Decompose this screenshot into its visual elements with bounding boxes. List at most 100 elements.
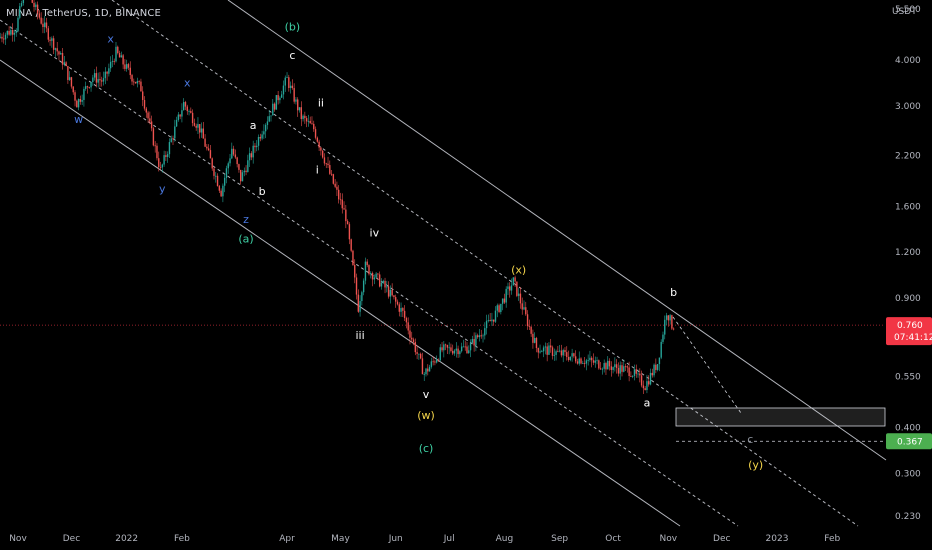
candle-body [10, 30, 12, 35]
candle-body [197, 124, 199, 128]
candle-body [93, 73, 96, 78]
candle-body [665, 315, 668, 320]
wave-label: i [316, 164, 319, 177]
candle-body [619, 365, 621, 374]
candle-body [548, 345, 550, 355]
candle-body [343, 208, 345, 210]
candle-body [6, 30, 9, 35]
candle-body [452, 350, 454, 354]
candle-body [190, 111, 192, 113]
candle-body [512, 277, 515, 286]
candle-body [395, 297, 397, 302]
candle-body [47, 28, 49, 40]
x-tick-label: Jul [443, 534, 455, 544]
candle-body [92, 77, 94, 82]
candle-body [240, 169, 242, 182]
time-axis[interactable]: Nov Dec 2022 Feb Apr May Jun Jul Aug Sep Oct Nov Dec… [9, 534, 840, 544]
candle-body [122, 55, 124, 65]
candle-body [366, 261, 368, 266]
candle-body [200, 128, 203, 133]
candle-body [370, 273, 372, 275]
candle-body [257, 137, 260, 146]
candle-body [36, 4, 39, 14]
candle-body [332, 174, 335, 184]
candle-body [102, 78, 105, 82]
candle-body [134, 81, 137, 84]
candle-body [485, 320, 488, 329]
candle-body [234, 154, 237, 158]
candle-body [428, 366, 431, 372]
candle-body [637, 373, 639, 375]
candle-body [614, 364, 616, 368]
candle-body [501, 298, 504, 304]
candle-body [213, 168, 215, 176]
candle-body [468, 350, 470, 354]
candle-body [571, 353, 573, 357]
candle-body [517, 293, 520, 296]
candle-body [656, 364, 659, 370]
candle-body [587, 359, 589, 361]
candle-body [124, 64, 126, 69]
x-tick-label: Dec [63, 534, 80, 544]
price-axis[interactable]: USDT7.0005.5004.0003.0002.2001.6001.2000… [892, 0, 921, 550]
candle-body [414, 342, 417, 353]
channel-line [227, 0, 887, 461]
candle-body [31, 0, 33, 3]
candle-body [443, 344, 445, 351]
candle-body [288, 77, 290, 88]
candle-body [462, 346, 465, 348]
candle-body [166, 154, 169, 157]
candle-body [444, 344, 447, 346]
candle-body [359, 301, 361, 312]
candle-body [578, 358, 580, 364]
candle-body [635, 369, 637, 374]
candle-body [646, 381, 648, 391]
candle-body [667, 315, 670, 321]
candle-body [371, 273, 374, 280]
wave-label: (w) [417, 409, 435, 422]
candle-body [491, 319, 493, 322]
wave-label: (y) [748, 459, 763, 472]
candle-body [298, 107, 301, 111]
candle-body [658, 357, 661, 365]
candle-body [532, 333, 534, 343]
candle-body [471, 338, 474, 343]
candle-body [70, 77, 73, 87]
candle-body [626, 366, 629, 368]
candle-body [564, 350, 566, 353]
price-tags: 0.760 07:41:12 0.367 [886, 317, 932, 450]
candle-body [193, 123, 196, 126]
candle-body [505, 288, 507, 303]
candle-body [557, 351, 559, 353]
candle-body [419, 353, 422, 359]
candle-body [118, 53, 121, 58]
candle-body [172, 138, 174, 140]
candle-body [519, 293, 522, 304]
wave-label: b [670, 286, 677, 299]
candle-body [526, 314, 529, 327]
candle-body [131, 75, 133, 82]
candle-body [345, 209, 347, 222]
x-tick-label: Dec [713, 534, 730, 544]
candle-body [238, 164, 240, 170]
candle-body [13, 32, 16, 35]
candle-body [530, 326, 532, 334]
candle-body [377, 273, 379, 275]
candle-body [179, 114, 181, 117]
candle-body [309, 120, 311, 124]
target-price-tag [886, 433, 932, 450]
candle-body [327, 163, 329, 166]
candle-body [605, 363, 607, 370]
candle-body [99, 79, 101, 81]
candle-body [225, 168, 228, 178]
candle-body [58, 51, 60, 55]
candle-body [302, 115, 304, 120]
candle-body [191, 112, 194, 124]
candle-body [129, 67, 131, 76]
candle-body [484, 328, 486, 336]
y-tick-label: 0.550 [895, 373, 921, 383]
candle-body [592, 360, 595, 363]
candle-body [56, 48, 58, 52]
